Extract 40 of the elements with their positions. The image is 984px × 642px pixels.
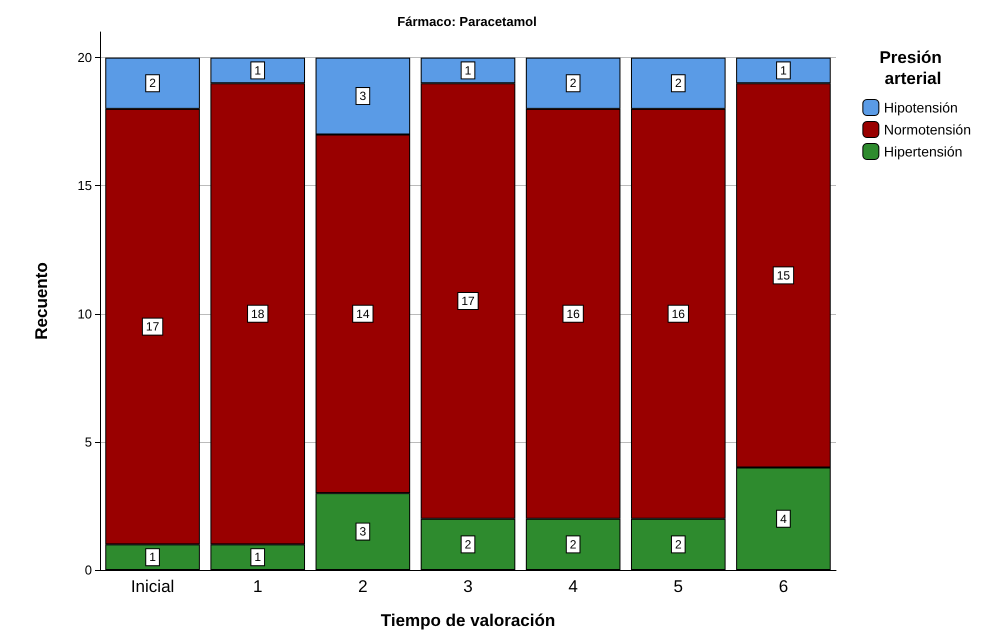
data-label: 2	[149, 76, 156, 90]
x-tick-label: 1	[252, 577, 262, 596]
data-label: 2	[674, 76, 682, 90]
x-tick-label: 3	[463, 577, 473, 596]
data-label: 14	[356, 306, 370, 321]
x-tick-label: 5	[674, 577, 684, 596]
chart-title: Fármaco: Paracetamol	[397, 14, 537, 29]
data-label: 15	[776, 268, 790, 282]
x-tick-label: Inicial	[130, 577, 174, 596]
data-label: 17	[146, 320, 160, 334]
data-label: 1	[464, 63, 472, 78]
legend-label: Normotensión	[884, 122, 972, 138]
y-tick-label: 10	[78, 306, 92, 322]
data-label: 16	[566, 306, 580, 321]
legend-title: Presión arterial	[879, 48, 947, 88]
data-label: 2	[570, 76, 577, 90]
x-tick-label: 2	[358, 577, 368, 596]
data-label: 1	[254, 550, 262, 564]
data-label: 4	[780, 512, 788, 526]
y-tick-label: 20	[78, 50, 92, 66]
data-label: 2	[570, 537, 577, 552]
y-tick-label: 0	[84, 562, 92, 578]
legend-label: Hipertensión	[884, 144, 962, 160]
data-label: 18	[251, 306, 265, 321]
x-axis-title: Tiempo de valoración	[380, 611, 556, 630]
y-axis-title: Recuento	[32, 262, 51, 340]
data-label: 1	[149, 550, 156, 564]
x-tick-label: 6	[778, 577, 788, 596]
data-label: 2	[464, 537, 472, 552]
data-label: 3	[360, 524, 367, 539]
legend-label: Hipotensión	[884, 100, 958, 116]
y-tick-label: 5	[84, 434, 92, 450]
data-label: 3	[360, 89, 367, 104]
data-label: 1	[780, 63, 788, 78]
data-label: 1	[254, 63, 262, 78]
x-tick-label: 4	[568, 577, 578, 596]
data-label: 16	[672, 306, 686, 321]
y-tick-label: 15	[78, 178, 92, 194]
data-label: 2	[674, 537, 682, 552]
data-label: 17	[461, 294, 475, 308]
